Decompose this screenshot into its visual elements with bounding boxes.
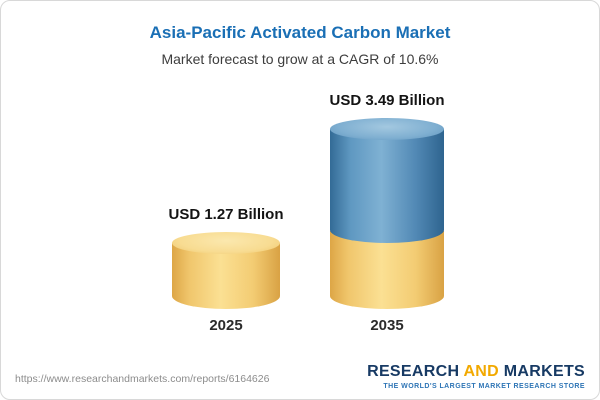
value-label-2035: USD 3.49 Billion <box>329 92 445 109</box>
growth-segment-2035 <box>330 118 444 243</box>
bar-group-2035: USD 3.49 Billion <box>329 92 445 309</box>
chart-subtitle: Market forecast to grow at a CAGR of 10.… <box>161 51 439 67</box>
report-url-link[interactable]: https://www.researchandmarkets.com/repor… <box>15 373 270 385</box>
x-axis-label-2025: 2025 <box>209 317 243 334</box>
logo-word-markets: MARKETS <box>499 363 585 381</box>
logo-wordmark: RESEARCH AND MARKETS <box>367 363 585 381</box>
cylinder-body-2025 <box>172 243 280 309</box>
base-segment-body <box>330 231 444 309</box>
logo-word-research: RESEARCH <box>367 363 464 381</box>
value-label-2025: USD 1.27 Billion <box>168 206 284 223</box>
research-and-markets-logo[interactable]: RESEARCH AND MARKETS THE WORLD'S LARGEST… <box>367 363 585 390</box>
base-segment-2035 <box>330 231 444 309</box>
bar-group-2025: USD 1.27 Billion <box>168 206 284 309</box>
cylinder-top-2025 <box>172 232 280 254</box>
logo-word-and: AND <box>463 363 500 381</box>
growth-segment-body <box>330 129 444 243</box>
cylinder-2025 <box>172 232 280 309</box>
cylinder-top-2035 <box>330 118 444 140</box>
chart-title: Asia-Pacific Activated Carbon Market <box>149 23 451 42</box>
cylinder-2035 <box>330 118 444 309</box>
x-axis-label-2035: 2035 <box>370 317 404 334</box>
logo-tagline: THE WORLD'S LARGEST MARKET RESEARCH STOR… <box>383 383 585 390</box>
